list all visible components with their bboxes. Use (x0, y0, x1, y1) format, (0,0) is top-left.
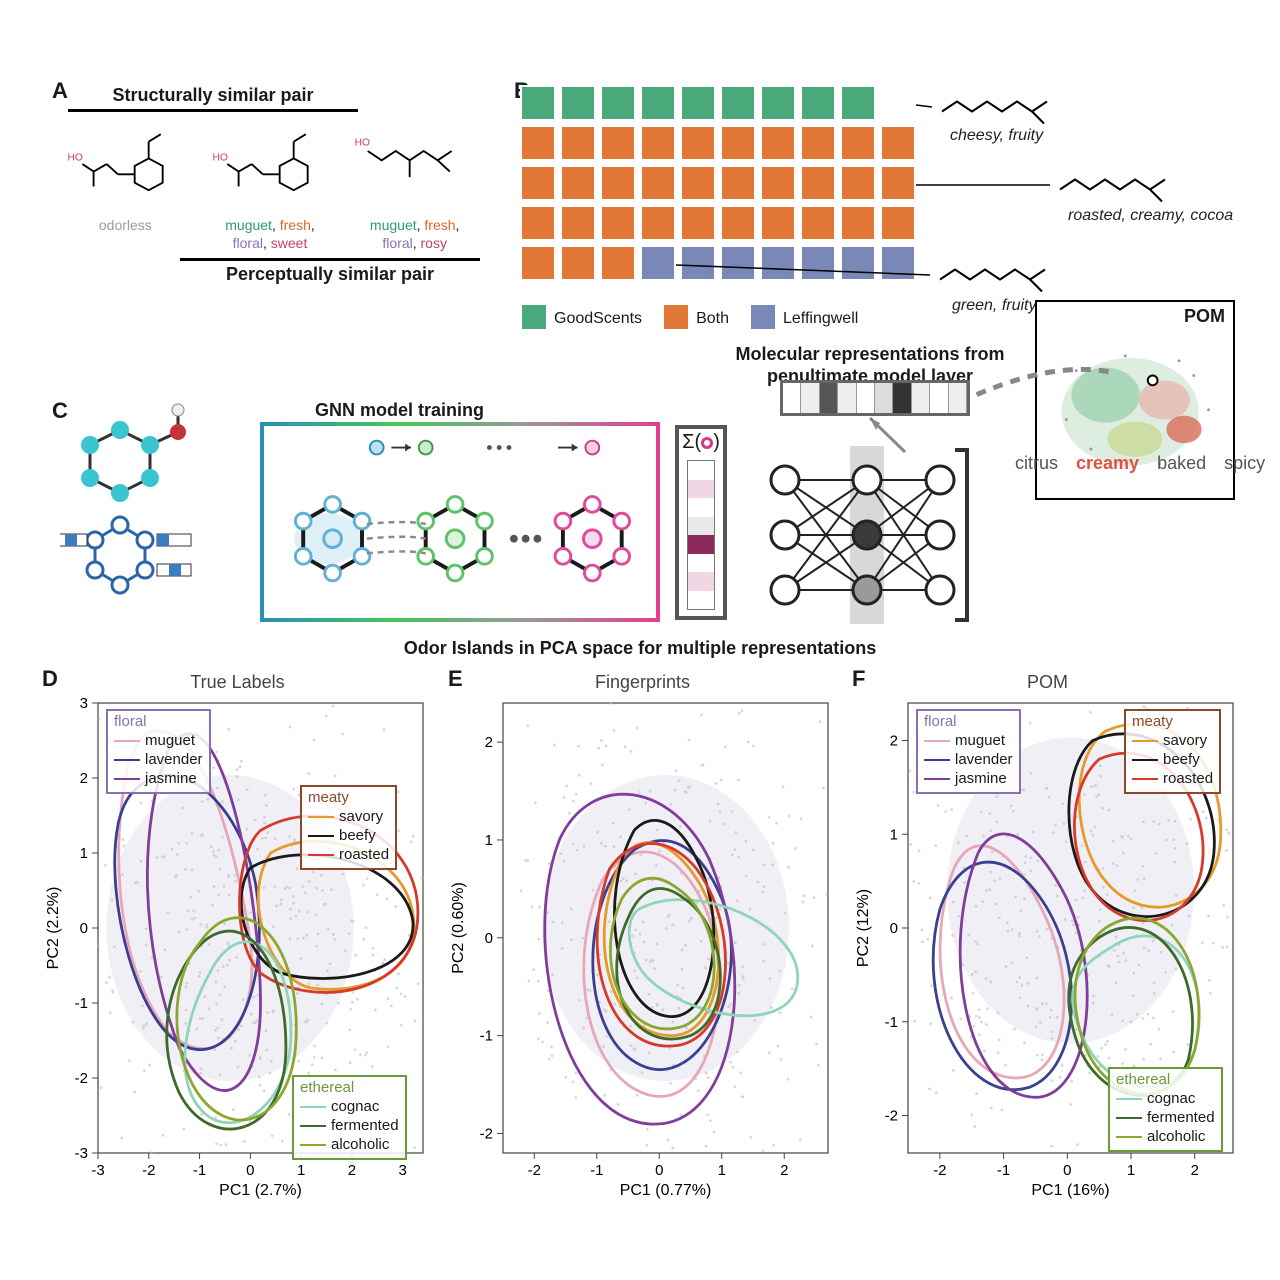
nn-svg (755, 440, 975, 630)
svg-text:2: 2 (485, 734, 493, 751)
svg-text:0: 0 (80, 920, 88, 937)
molecule-2: HO muguet, fresh, floral, sweet (205, 120, 336, 252)
panel-F: POM -2-1012-2-1012PC1 (16%)PC2 (12%)flor… (850, 672, 1245, 1212)
svg-text:2: 2 (1191, 1162, 1199, 1179)
svg-text:-2: -2 (480, 1125, 493, 1142)
svg-text:-2: -2 (885, 1108, 898, 1125)
svg-text:PC2 (12%): PC2 (12%) (855, 889, 872, 967)
mol3-label: muguet, fresh, floral, rosy (349, 217, 480, 252)
gnn-svg (264, 426, 656, 622)
svg-text:0: 0 (485, 930, 493, 947)
panel-F-title: POM (850, 672, 1245, 693)
svg-text:HO: HO (355, 137, 370, 148)
pca-plot-D: -3-2-10123-3-2-10123PC1 (2.7%)PC2 (2.2%)… (40, 695, 435, 1205)
svg-text:0: 0 (1063, 1162, 1071, 1179)
molecule-3-svg: HO (349, 120, 480, 210)
svg-text:-2: -2 (75, 1070, 88, 1087)
svg-text:-3: -3 (75, 1145, 88, 1162)
svg-text:-1: -1 (997, 1162, 1010, 1179)
dataset-legend: GoodScentsBothLeffingwell (520, 303, 858, 331)
pca-plot-E: -2 -1 0 1 2 -2 -1 0 1 2 PC1 (0.77%) PC2 (0.60%) (445, 695, 840, 1205)
heading-perceptually-similar: Perceptually similar pair (180, 258, 480, 285)
svg-text:PC2 (0.60%): PC2 (0.60%) (450, 882, 467, 974)
molecule-1-svg: HO (60, 120, 191, 210)
sigma-symbol: Σ (682, 431, 694, 453)
panel-A: Structurally similar pair HO odorless (60, 85, 480, 315)
molecule-1: HO odorless (60, 120, 191, 252)
svg-text:1: 1 (1127, 1162, 1135, 1179)
svg-text:PC1 (16%): PC1 (16%) (1031, 1182, 1109, 1199)
molecule-2-svg: HO (205, 120, 336, 210)
svg-text:HO: HO (67, 152, 82, 163)
svg-text:1: 1 (718, 1162, 726, 1179)
svg-text:HO: HO (212, 152, 227, 163)
mol1-label: odorless (60, 217, 191, 235)
panel-E: Fingerprints -2 -1 0 1 2 -2 -1 0 1 2 PC1 (0.77%) PC… (445, 672, 840, 1212)
svg-text:-1: -1 (480, 1028, 493, 1045)
svg-text:-1: -1 (75, 995, 88, 1012)
gnn-box (260, 422, 660, 622)
svg-text:-3: -3 (91, 1162, 104, 1179)
svg-text:-1: -1 (193, 1162, 206, 1179)
svg-text:2: 2 (780, 1162, 788, 1179)
svg-text:1: 1 (485, 832, 493, 849)
panel-D: True Labels -3-2-10123-3-2-10123PC1 (2.7… (40, 672, 435, 1212)
panel-E-title: Fingerprints (445, 672, 840, 693)
panel-D-title: True Labels (40, 672, 435, 693)
svg-text:-2: -2 (142, 1162, 155, 1179)
svg-text:3: 3 (80, 695, 88, 712)
svg-text:0: 0 (246, 1162, 254, 1179)
svg-text:-1: -1 (885, 1014, 898, 1031)
embedding-vector (780, 380, 970, 416)
pca-plot-F: -2-1012-2-1012PC1 (16%)PC2 (12%)floralmu… (850, 695, 1245, 1205)
svg-text:1: 1 (890, 826, 898, 843)
pom-title: POM (1184, 306, 1225, 327)
neural-net (755, 440, 975, 630)
input-molecule-svg (60, 400, 240, 620)
svg-text:0: 0 (890, 920, 898, 937)
svg-text:PC2 (2.2%): PC2 (2.2%) (45, 887, 62, 970)
svg-text:-2: -2 (528, 1162, 541, 1179)
molecule-3: HO muguet, fresh, floral, rosy (349, 120, 480, 252)
svg-text:2: 2 (80, 770, 88, 787)
heading-structurally-similar: Structurally similar pair (68, 85, 358, 112)
figure-root: A B C D E F Structurally similar pair HO… (0, 0, 1280, 1280)
svg-text:PC1 (0.77%): PC1 (0.77%) (620, 1182, 712, 1199)
sigma-box: Σ() (675, 425, 727, 620)
pca-heading: Odor Islands in PCA space for multiple r… (0, 638, 1280, 659)
gnn-label: GNN model training (315, 400, 484, 421)
molecule-row: HO odorless HO muguet, fresh, flo (60, 120, 480, 252)
odor-words: citruscreamybakedspicyvanillacleanalcoho… (1015, 445, 1280, 481)
mol2-label: muguet, fresh, floral, sweet (205, 217, 336, 252)
svg-text:2: 2 (890, 733, 898, 750)
panel-C: GNN model training Molecular representat… (60, 380, 1220, 640)
svg-text:PC1 (2.7%): PC1 (2.7%) (219, 1182, 302, 1199)
svg-text:1: 1 (80, 845, 88, 862)
svg-text:-2: -2 (933, 1162, 946, 1179)
svg-text:0: 0 (655, 1162, 663, 1179)
svg-text:-1: -1 (590, 1162, 603, 1179)
